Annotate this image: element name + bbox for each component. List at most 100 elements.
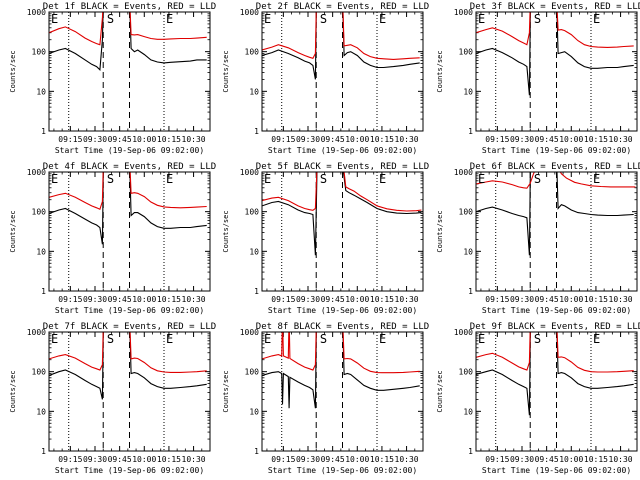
x-tick-label: 09:15 [271,135,295,144]
lld-series-line [49,332,207,373]
x-tick-label: 10:15 [370,455,394,464]
x-tick-label: 09:30 [83,455,107,464]
y-axis-label: Counts/sec [222,210,230,252]
y-axis-label: Counts/sec [436,370,444,412]
y-tick-label: 1000 [27,8,46,17]
event-marker-e: E [593,12,600,26]
event-marker-s: S [534,172,541,186]
x-axis-label: Start Time (19-Sep-06 09:02:00) [268,306,417,315]
lld-series-line [262,12,420,60]
lld-series-line [476,12,634,48]
x-tick-label: 09:30 [510,295,534,304]
plot-frame [261,11,424,132]
y-tick-label: 1 [254,287,259,296]
x-axis-label: Start Time (19-Sep-06 09:02:00) [268,146,417,155]
events-series-line [49,332,207,400]
y-tick-label: 10 [36,407,46,416]
x-tick-label: 10:15 [584,455,608,464]
y-tick-label: 1000 [454,8,473,17]
detector-panel-2: Det 2f BLACK = Events, RED = LLD 1 10 100 10… [222,2,429,155]
x-axis-label: Start Time (19-Sep-06 09:02:00) [482,306,631,315]
event-marker-e: E [593,332,600,346]
x-tick-label: 09:15 [485,295,509,304]
x-tick-label: 09:15 [485,455,509,464]
event-marker-e: E [166,172,173,186]
event-marker-s: S [107,332,114,346]
x-tick-label: 09:30 [296,135,320,144]
y-tick-label: 1 [254,127,259,136]
x-tick-label: 10:30 [182,295,206,304]
event-marker-e: E [166,332,173,346]
event-marker-e: E [51,332,58,346]
x-tick-label: 10:00 [345,455,369,464]
event-marker-e: E [166,12,173,26]
x-tick-label: 10:30 [609,135,633,144]
y-tick-label: 1 [468,447,473,456]
x-tick-label: 10:00 [559,135,583,144]
event-marker-s: S [320,12,327,26]
events-series-line [49,172,207,245]
events-series-line [476,12,634,96]
x-tick-label: 10:30 [395,295,419,304]
lld-series-line [49,172,207,211]
x-tick-label: 09:30 [296,295,320,304]
detector-panel-7: Det 7f BLACK = Events, RED = LLD 1 10 100 10… [9,322,216,475]
x-tick-label: 10:00 [132,295,156,304]
events-series-line [262,172,422,256]
panel-title: Det 5f BLACK = Events, RED = LLD [256,162,429,172]
plot-frame [475,331,638,452]
lld-series-line [262,332,420,374]
panel-title: Det 1f BLACK = Events, RED = LLD [43,2,216,12]
y-tick-label: 10 [249,87,259,96]
plot-frame [48,11,211,132]
detector-panel-6: Det 6f BLACK = Events, RED = LLD 1 10 100 10… [436,162,640,315]
plot-frame [48,171,211,292]
event-marker-e: E [264,12,271,26]
y-tick-label: 1 [468,127,473,136]
panel-title: Det 8f BLACK = Events, RED = LLD [256,322,429,332]
x-tick-label: 09:45 [321,135,345,144]
y-axis-label: Counts/sec [222,370,230,412]
plot-frame [475,171,638,292]
y-tick-label: 1 [41,287,46,296]
x-tick-label: 10:30 [182,455,206,464]
x-axis-label: Start Time (19-Sep-06 09:02:00) [268,466,417,475]
x-tick-label: 09:45 [535,455,559,464]
y-tick-label: 10 [249,407,259,416]
event-marker-s: S [534,332,541,346]
event-marker-e: E [264,332,271,346]
x-tick-label: 10:00 [132,135,156,144]
y-tick-label: 1000 [240,8,259,17]
detector-panel-1: Det 1f BLACK = Events, RED = LLD 1 10 100 10… [9,2,216,155]
event-marker-e: E [379,332,386,346]
y-tick-label: 10 [36,87,46,96]
y-axis-label: Counts/sec [9,370,17,412]
plot-frame [475,11,638,132]
y-tick-label: 100 [32,48,47,57]
detector-panel-5: Det 5f BLACK = Events, RED = LLD 1 10 100 10… [222,162,429,315]
y-tick-label: 1000 [240,328,259,337]
panel-title: Det 2f BLACK = Events, RED = LLD [256,2,429,12]
lld-series-line [476,332,634,373]
y-tick-label: 100 [459,48,474,57]
x-tick-label: 09:15 [485,135,509,144]
x-tick-label: 10:30 [395,455,419,464]
x-tick-label: 09:45 [535,135,559,144]
x-tick-label: 10:15 [157,455,181,464]
x-tick-label: 09:30 [83,295,107,304]
events-series-line [262,12,420,80]
event-marker-e: E [478,172,485,186]
event-marker-s: S [107,12,114,26]
panel-title: Det 7f BLACK = Events, RED = LLD [43,322,216,332]
x-tick-label: 10:15 [157,295,181,304]
events-series-line [262,332,420,409]
y-axis-label: Counts/sec [222,50,230,92]
lld-series-line [476,172,636,189]
event-marker-e: E [478,332,485,346]
x-tick-label: 09:15 [271,455,295,464]
y-tick-label: 100 [245,368,260,377]
y-tick-label: 10 [463,87,473,96]
x-tick-label: 10:00 [559,295,583,304]
y-tick-label: 10 [249,247,259,256]
event-marker-s: S [534,12,541,26]
